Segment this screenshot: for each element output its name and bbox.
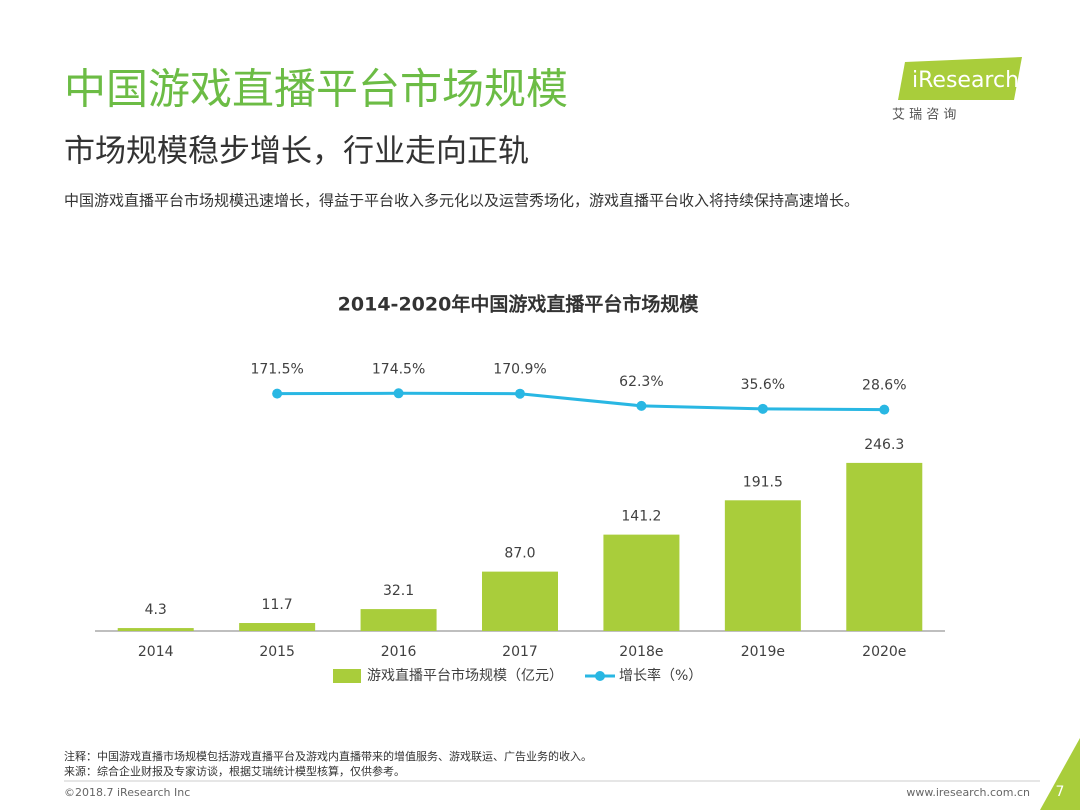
data-label: 11.7 xyxy=(262,597,293,613)
data-label: 191.5 xyxy=(743,474,783,490)
x-tick-label: 2019e xyxy=(741,644,785,660)
line-point xyxy=(636,400,647,411)
data-label: 4.3 xyxy=(145,602,167,618)
data-label: 171.5% xyxy=(250,362,303,378)
data-label: 170.9% xyxy=(493,362,546,378)
data-label: 32.1 xyxy=(383,583,414,599)
line-point xyxy=(393,388,404,399)
line-point xyxy=(272,388,283,399)
bar xyxy=(724,500,801,631)
slide-subtitle: 市场规模稳步增长，行业走向正轨 xyxy=(64,134,529,170)
copyright: ©2018.7 iResearch Inc xyxy=(64,786,190,799)
legend-swatch xyxy=(595,671,605,681)
bar xyxy=(239,623,316,631)
data-label: 62.3% xyxy=(619,374,663,390)
x-tick-label: 2020e xyxy=(862,644,906,660)
bar xyxy=(360,609,437,631)
data-label: 28.6% xyxy=(862,378,906,394)
chart-title: 2014-2020年中国游戏直播平台市场规模 xyxy=(338,293,700,316)
legend-swatch xyxy=(333,669,361,683)
logo-badge xyxy=(898,57,1022,100)
x-tick-label: 2017 xyxy=(502,644,538,660)
x-tick-label: 2014 xyxy=(138,644,174,660)
data-label: 246.3 xyxy=(864,437,904,453)
data-label: 35.6% xyxy=(741,377,785,393)
legend-label: 游戏直播平台市场规模（亿元） xyxy=(367,667,563,684)
data-label: 174.5% xyxy=(372,361,425,377)
x-tick-label: 2016 xyxy=(381,644,417,660)
bar xyxy=(482,571,558,631)
note: 注释：中国游戏直播市场规模包括游戏直播平台及游戏内直播带来的增值服务、游戏联运、… xyxy=(64,749,592,763)
page-number: 7 xyxy=(1056,784,1065,800)
legend-label: 增长率（%） xyxy=(619,667,702,684)
logo-tagline: 艾 瑞 咨 询 xyxy=(892,108,956,123)
line-point xyxy=(515,388,525,399)
description: 中国游戏直播平台市场规模迅速增长，得益于平台收入多元化以及运营秀场化，游戏直播平… xyxy=(64,192,859,210)
x-tick-label: 2018e xyxy=(619,644,663,660)
corner-decoration xyxy=(1040,738,1080,810)
website: www.iresearch.com.cn xyxy=(906,786,1030,799)
line-point xyxy=(879,404,890,415)
data-label: 87.0 xyxy=(504,546,535,562)
bar xyxy=(846,462,923,631)
bar xyxy=(603,534,680,631)
source: 来源：综合企业财报及专家访谈，根据艾瑞统计模型核算，仅供参考。 xyxy=(64,764,405,778)
x-tick-label: 2015 xyxy=(259,644,295,660)
line-point xyxy=(757,403,768,414)
bar xyxy=(117,628,194,631)
slide-title: 中国游戏直播平台市场规模 xyxy=(64,65,568,114)
logo-brand: iResearch xyxy=(912,68,1019,93)
line xyxy=(277,391,885,412)
data-label: 141.2 xyxy=(621,509,661,525)
